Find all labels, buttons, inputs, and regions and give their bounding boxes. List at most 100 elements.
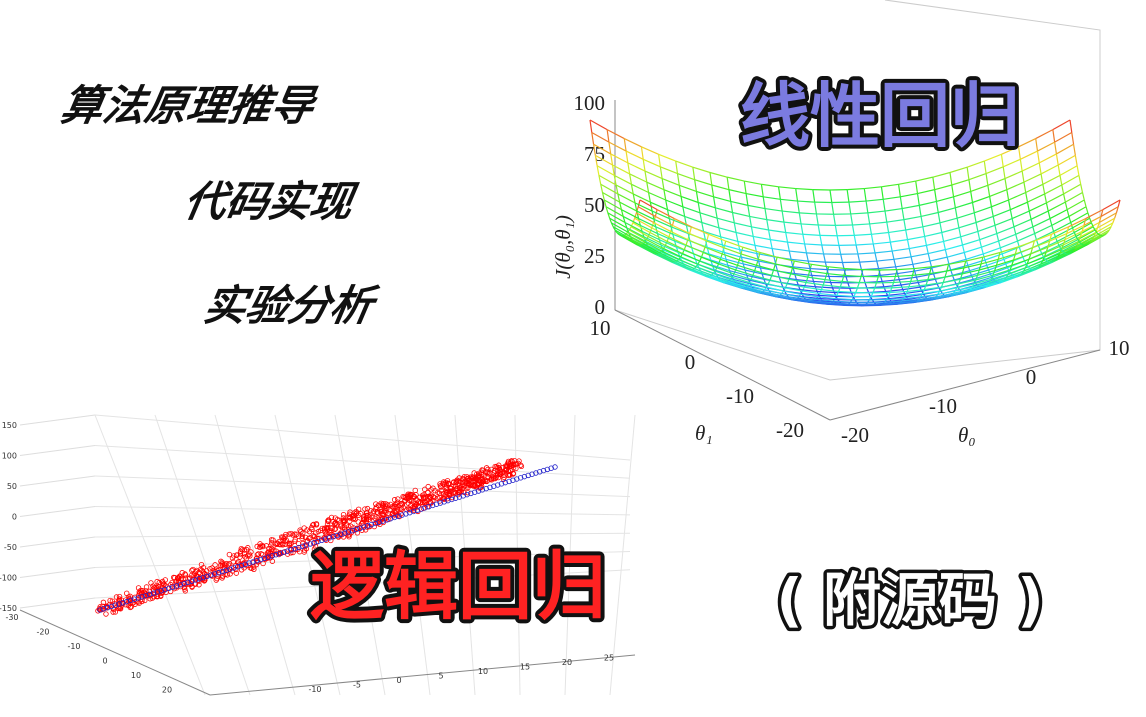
- point: [198, 561, 205, 568]
- mesh-line: [919, 283, 938, 288]
- point: [321, 525, 328, 531]
- mesh-line: [1077, 239, 1081, 243]
- mesh-line: [739, 259, 757, 266]
- point: [150, 583, 156, 589]
- mesh-line: [736, 284, 755, 291]
- mesh-line: [903, 219, 907, 231]
- y-tick-label: -10: [929, 394, 957, 418]
- mesh-line: [801, 292, 819, 296]
- point: [296, 544, 302, 551]
- mesh-line: [663, 189, 682, 197]
- point: [447, 484, 453, 491]
- mesh-line: [989, 196, 993, 207]
- point: [368, 521, 375, 528]
- point: [364, 505, 371, 512]
- mesh-line: [641, 230, 660, 241]
- mesh-line: [953, 289, 971, 295]
- mesh-line: [908, 296, 926, 300]
- mesh-line: [714, 270, 733, 278]
- point: [204, 573, 210, 580]
- mesh-line: [940, 282, 944, 288]
- mesh-line: [699, 212, 718, 219]
- point: [273, 552, 279, 558]
- point: [529, 471, 535, 477]
- mesh-line: [1062, 193, 1066, 203]
- mesh-line: [677, 173, 695, 181]
- mesh-line: [692, 167, 696, 180]
- mesh-line: [662, 249, 681, 258]
- mesh-line: [644, 170, 648, 183]
- mesh-line: [809, 267, 828, 271]
- mesh-line: [646, 181, 665, 191]
- mesh-line: [657, 154, 661, 167]
- mesh-line: [1045, 246, 1049, 253]
- mesh-line: [749, 281, 767, 288]
- mesh-line: [914, 267, 932, 272]
- mesh-line: [1074, 239, 1093, 250]
- point: [514, 476, 520, 482]
- mesh-line: [698, 201, 716, 209]
- mesh-line: [1002, 158, 1021, 168]
- point: [456, 475, 462, 481]
- mesh-line: [1049, 209, 1068, 220]
- mesh-line: [915, 276, 919, 283]
- mesh-line: [973, 212, 977, 223]
- mesh-line: [1035, 129, 1054, 140]
- point: [284, 548, 291, 554]
- mesh-line: [781, 210, 785, 223]
- mesh-line: [888, 229, 906, 234]
- mesh-line: [906, 286, 910, 292]
- mesh-line: [905, 229, 909, 240]
- mesh-line: [661, 250, 680, 260]
- mesh-line: [1088, 241, 1091, 245]
- mesh-line: [658, 153, 676, 162]
- mesh-line: [778, 276, 782, 283]
- point: [245, 553, 251, 559]
- mesh-line: [707, 276, 726, 284]
- mesh-line: [790, 273, 808, 278]
- point: [120, 600, 126, 606]
- mesh-line: [637, 206, 656, 217]
- mesh-line: [1043, 248, 1061, 258]
- mesh-line: [922, 290, 940, 295]
- mesh-line: [747, 204, 766, 210]
- mesh-line: [805, 252, 809, 262]
- point: [116, 597, 122, 604]
- mesh-line: [867, 212, 871, 225]
- point: [265, 548, 272, 555]
- mesh-line: [1037, 141, 1055, 152]
- point: [136, 589, 143, 595]
- point: [411, 493, 417, 500]
- point: [166, 585, 172, 592]
- mesh-line: [802, 233, 821, 236]
- mesh-line: [621, 235, 640, 246]
- mesh-line: [805, 281, 824, 286]
- mesh-line: [1010, 273, 1014, 276]
- mesh-line: [972, 195, 990, 204]
- mesh-line: [1078, 175, 1082, 185]
- point: [108, 603, 115, 610]
- y-tick-label: -20: [841, 423, 869, 447]
- mesh-line: [927, 273, 931, 280]
- mesh-line: [1030, 219, 1034, 227]
- point: [196, 578, 202, 584]
- point: [212, 562, 218, 568]
- point: [472, 483, 478, 490]
- mesh-line: [659, 166, 663, 179]
- mesh-line: [1072, 241, 1091, 252]
- mesh-line: [829, 303, 847, 306]
- point: [158, 593, 164, 599]
- mesh-line: [647, 235, 666, 246]
- mesh-line: [887, 232, 891, 243]
- point: [456, 494, 463, 500]
- mesh-line: [615, 184, 619, 195]
- mesh-line: [891, 282, 895, 289]
- z-tick-label: 0: [595, 295, 606, 319]
- mesh-line: [730, 279, 748, 286]
- mesh-line: [1066, 224, 1085, 235]
- mesh-line: [915, 299, 933, 303]
- mesh-line: [944, 270, 948, 278]
- mesh-line: [1035, 268, 1038, 271]
- point: [254, 552, 261, 558]
- grid-line: [19, 567, 96, 578]
